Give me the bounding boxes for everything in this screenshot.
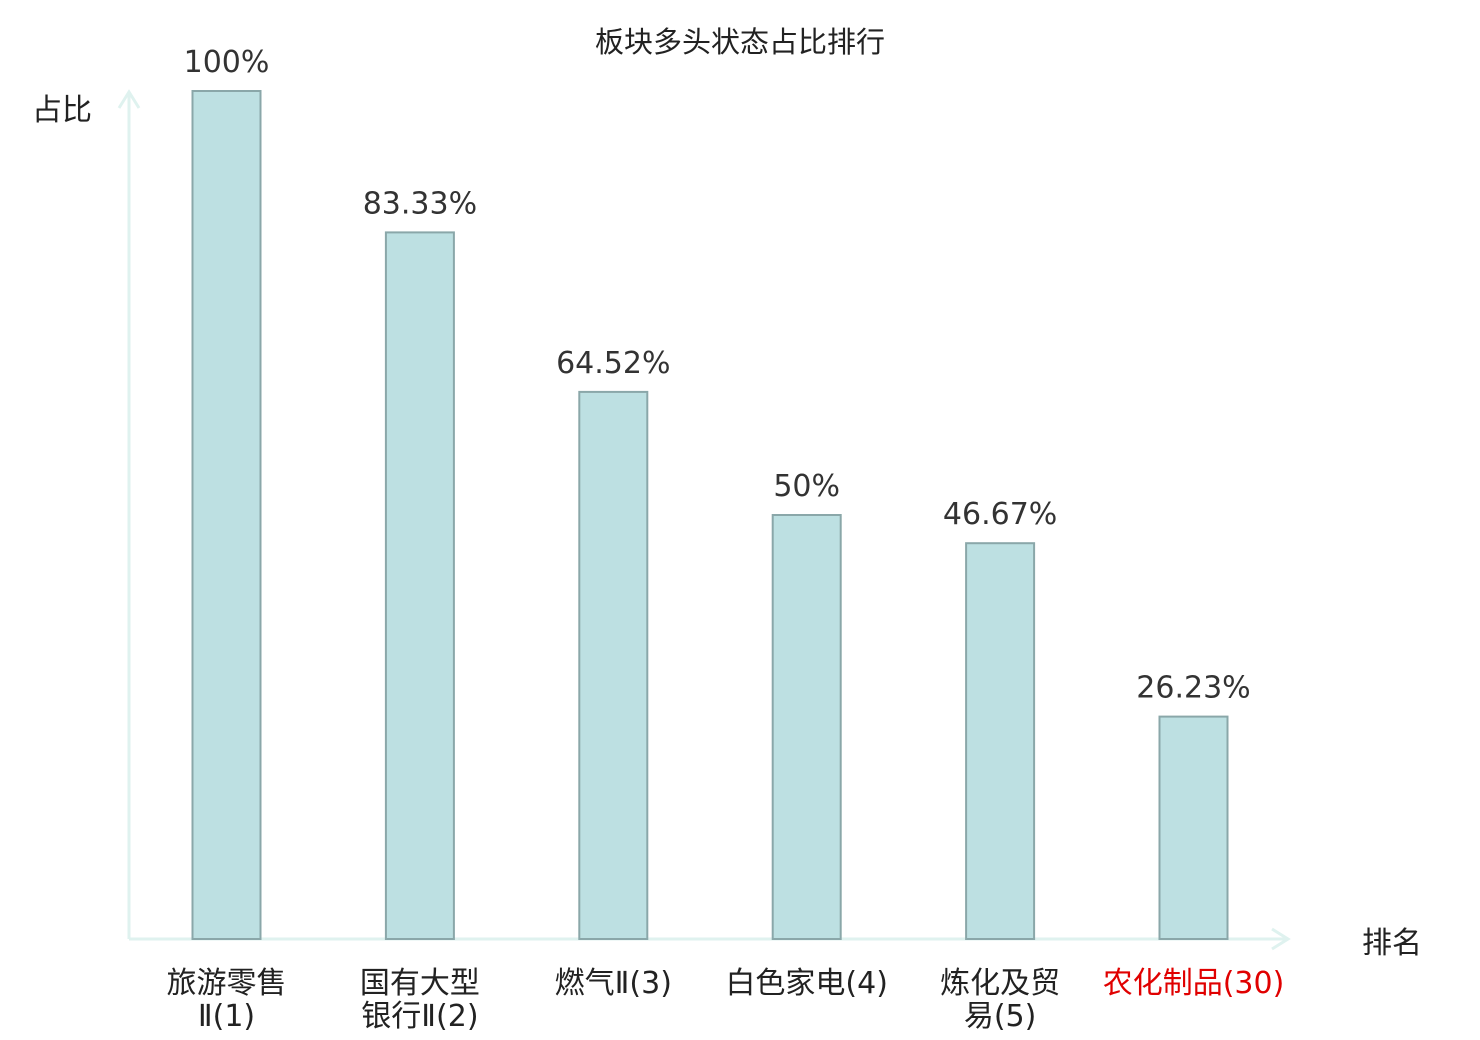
- bar: [191, 90, 262, 940]
- value-label: 26.23%: [1136, 671, 1250, 706]
- value-label: 64.52%: [556, 346, 670, 381]
- category-label: 银行Ⅱ(2): [361, 999, 478, 1034]
- bar: [578, 390, 649, 940]
- value-label: 100%: [184, 45, 270, 80]
- category-label: Ⅱ(1): [198, 999, 255, 1034]
- bar: [1158, 715, 1229, 940]
- bar: [771, 514, 842, 940]
- value-label: 83.33%: [363, 186, 477, 221]
- category-label: 炼化及贸: [940, 966, 1060, 1001]
- category-label: 燃气Ⅱ(3): [555, 966, 672, 1001]
- value-label: 50%: [773, 469, 840, 504]
- x-axis-arrow: [1271, 927, 1291, 951]
- y-axis-arrow: [117, 89, 141, 109]
- y-axis-label: 占比: [32, 93, 92, 128]
- bar-series: [191, 90, 1229, 940]
- value-labels: 100% 83.33% 64.52% 50% 46.67% 26.23%: [184, 45, 1251, 706]
- category-label: 易(5): [964, 999, 1037, 1034]
- category-label: 白色家电(4): [725, 966, 888, 1001]
- category-label: 国有大型: [360, 966, 480, 1001]
- bar: [965, 542, 1036, 940]
- bar: [384, 231, 455, 940]
- value-label: 46.67%: [943, 497, 1057, 532]
- axes: [117, 89, 1291, 951]
- category-label: 农化制品(30): [1103, 966, 1285, 1001]
- x-axis-label: 排名: [1362, 926, 1422, 961]
- chart-title: 板块多头状态占比排行: [595, 25, 885, 59]
- category-label: 旅游零售: [167, 966, 287, 1001]
